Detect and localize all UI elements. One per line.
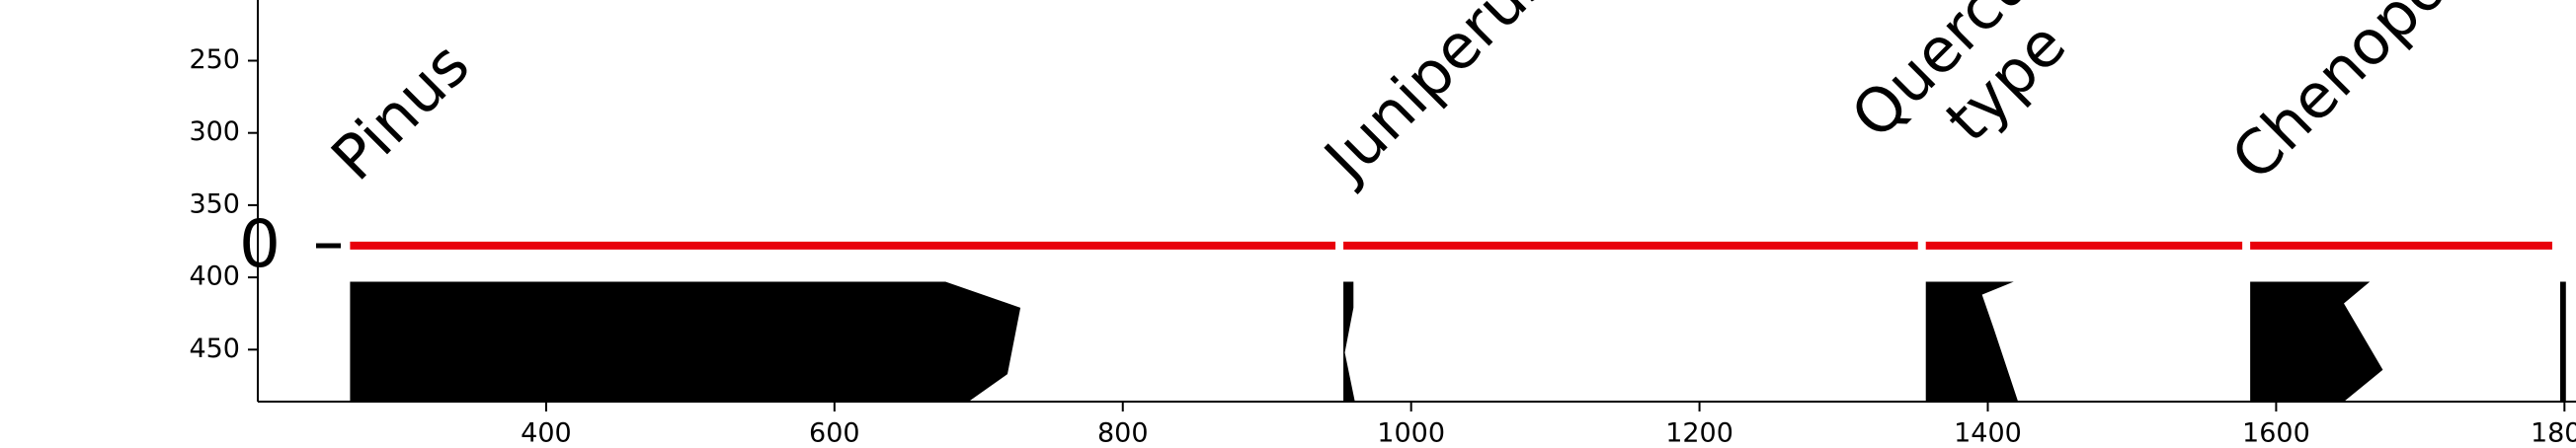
y-tick-label: 350 xyxy=(189,188,240,219)
x-tick-label: 400 xyxy=(521,418,572,448)
silhouette xyxy=(1343,281,1355,402)
x-tick-label: 800 xyxy=(1097,418,1149,448)
x-tick-label: 1200 xyxy=(1665,418,1733,448)
silhouette xyxy=(2559,281,2566,402)
side-label: 0 xyxy=(239,206,281,282)
taxon-label: Juniperus xyxy=(1308,0,1564,196)
x-tick-label: 1000 xyxy=(1377,418,1445,448)
taxon-label: Chenopodiaceae xyxy=(2217,0,2576,194)
x-tick-label: 1600 xyxy=(2242,418,2310,448)
y-tick-label: 250 xyxy=(189,44,240,75)
y-tick-label: 300 xyxy=(189,116,240,147)
taxon-label-line: Chenopodiaceae xyxy=(2217,0,2576,194)
taxon-label: Quercustype xyxy=(1837,0,2116,201)
silhouette xyxy=(2250,281,2383,402)
taxon-label-line: Juniperus xyxy=(1308,0,1564,196)
x-tick-label: 1400 xyxy=(1954,418,2022,448)
y-tick-label: 450 xyxy=(189,334,240,364)
x-tick-label: 600 xyxy=(809,418,860,448)
taxon-label: Pinus xyxy=(317,29,483,194)
x-tick-label: 1800 xyxy=(2531,418,2576,448)
silhouette xyxy=(1925,281,2019,402)
silhouette xyxy=(350,281,1021,402)
y-tick-label: 400 xyxy=(189,261,240,292)
taxon-label-line: Pinus xyxy=(317,29,483,194)
